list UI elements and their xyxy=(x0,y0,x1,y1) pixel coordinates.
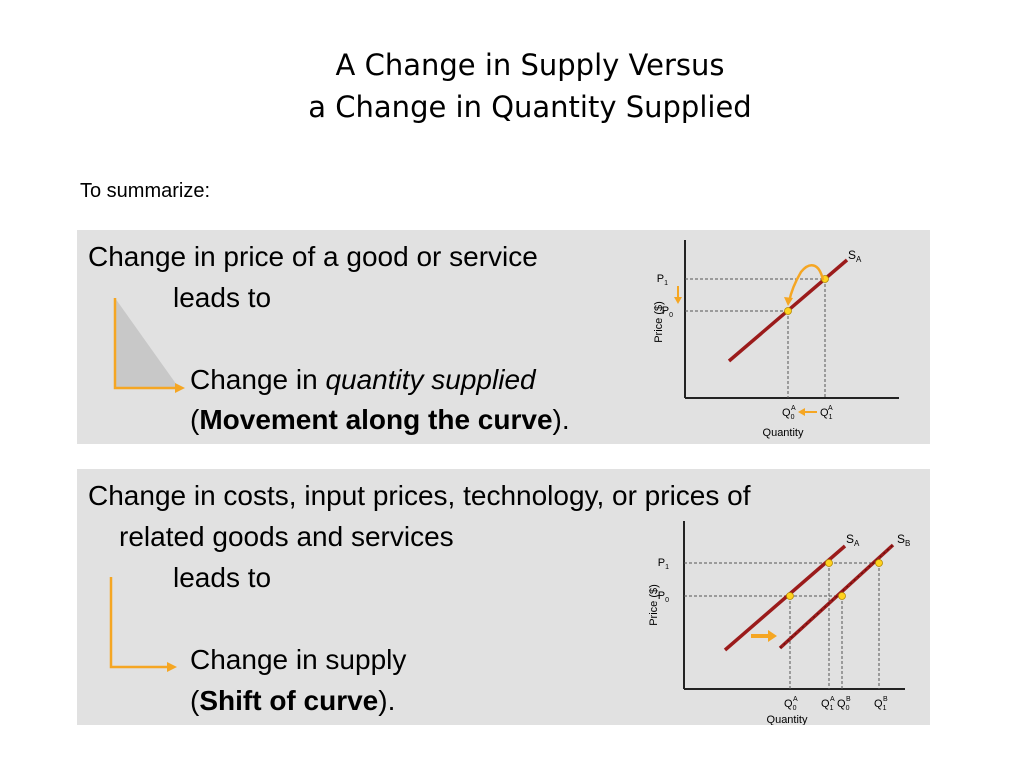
shift-of-curve-text: (Shift of curve). xyxy=(190,685,395,717)
quantity-supplied-text: Change in quantity supplied xyxy=(190,364,536,396)
q0a-label: Q0 xyxy=(782,407,795,421)
y-axis-label-2: Price ($) xyxy=(648,584,660,626)
shift-term: Shift of curve xyxy=(199,685,379,716)
change-in-supply-text: Change in supply xyxy=(190,644,407,675)
supply-curve-a-2 xyxy=(723,544,847,652)
q1b-sup: B xyxy=(883,696,888,703)
shift-of-curve-panel: Change in costs, input prices, technolog… xyxy=(77,469,930,725)
quantity-left-arrowhead-icon xyxy=(798,408,805,416)
movement-along-curve-text: (Movement along the curve). xyxy=(190,404,570,436)
q1a-sup: A xyxy=(828,405,833,412)
point-a0 xyxy=(786,592,794,600)
movement-term: Movement along the curve xyxy=(199,404,553,435)
elbow-arrow-icon xyxy=(113,298,185,393)
paren-open: ( xyxy=(190,404,200,435)
x-axis-label: Quantity xyxy=(763,427,804,439)
price-down-arrowhead-icon xyxy=(674,297,682,304)
p1-label-2: P1 xyxy=(658,557,669,571)
q0a-sup-2: A xyxy=(793,696,798,703)
movement-arrow-icon xyxy=(787,264,825,303)
related-goods-text: related goods and services xyxy=(119,521,454,552)
p1-label: P1 xyxy=(657,273,668,287)
q0b-label: Q0 xyxy=(837,698,850,712)
q1a-sup-2: A xyxy=(830,696,835,703)
curve-label-sa: SA xyxy=(848,248,862,264)
p0-label: P0 xyxy=(662,305,673,319)
x-axis-label-2: Quantity xyxy=(767,714,808,725)
point-p0-q0 xyxy=(784,307,792,315)
q0a-label-2: Q0 xyxy=(784,698,797,712)
paren-close-2: ). xyxy=(378,685,396,716)
elbow-arrow-icon-2 xyxy=(109,577,177,672)
slide-title: A Change in Supply Versus a Change in Qu… xyxy=(0,44,1024,128)
leads-to-text: leads to xyxy=(173,282,272,313)
q1b-label: Q1 xyxy=(874,698,887,712)
cost-change-text: Change in costs, input prices, technolog… xyxy=(88,480,751,511)
q1a-label-2: Q1 xyxy=(821,698,834,712)
shift-arrow-icon xyxy=(751,634,769,638)
point-a1 xyxy=(825,559,833,567)
q0b-sup: B xyxy=(846,696,851,703)
paren-open-2: ( xyxy=(190,685,200,716)
quantity-supplied-term: quantity supplied xyxy=(325,364,536,395)
curve-label-sb: SB xyxy=(897,532,910,548)
curve-label-sa-2: SA xyxy=(846,532,860,548)
y-axis-label: Price ($) xyxy=(653,301,665,343)
price-change-text: Change in price of a good or service xyxy=(88,241,538,272)
paren-close: ). xyxy=(552,404,570,435)
result-prefix: Change in xyxy=(190,364,326,395)
slide-title-line-2: a Change in Quantity Supplied xyxy=(308,90,752,124)
movement-arrowhead-icon xyxy=(784,297,793,306)
p0-label-2: P0 xyxy=(658,590,669,604)
shift-arrowhead-icon xyxy=(768,630,777,642)
q0a-sup: A xyxy=(791,405,796,412)
slide-title-line-1: A Change in Supply Versus xyxy=(335,48,725,82)
point-b0 xyxy=(838,592,846,600)
movement-chart: Price ($) Quantity SA P1 P0 Q0 A Q1 A xyxy=(653,240,899,439)
q1a-label: Q1 xyxy=(820,407,833,421)
point-b1 xyxy=(875,559,883,567)
leads-to-text-2: leads to xyxy=(173,562,272,593)
movement-along-curve-panel: Change in price of a good or service lea… xyxy=(77,230,930,444)
intro-text: To summarize: xyxy=(80,180,211,202)
shift-chart: Price ($) Quantity SA SB P1 P0 Q0 A Q1 A… xyxy=(648,521,910,725)
supply-curve-b-dash xyxy=(779,544,894,649)
